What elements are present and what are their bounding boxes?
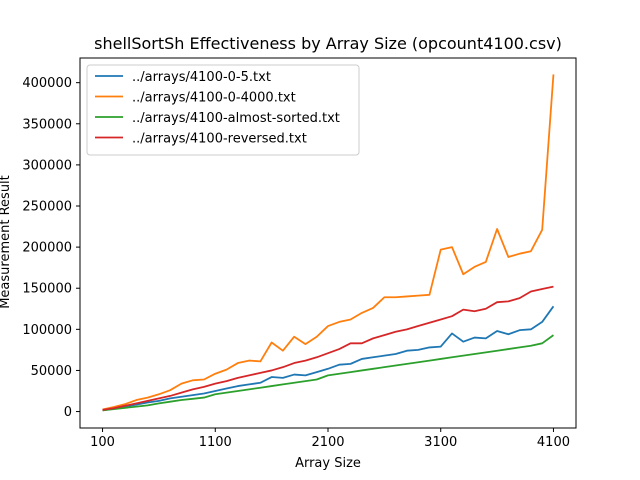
x-tick-label: 1100 (199, 435, 232, 450)
legend-label-3: ../arrays/4100-almost-sorted.txt (132, 111, 340, 126)
y-tick-label: 400000 (22, 76, 72, 91)
y-axis: 0 50000 100000 150000 200000 250000 300000 3500… (22, 76, 80, 420)
x-tick-label: 4100 (537, 435, 570, 450)
y-tick-label: 0 (64, 405, 72, 420)
y-tick-label: 150000 (22, 282, 72, 297)
series-line-1 (102, 305, 555, 412)
y-tick-label: 350000 (22, 117, 72, 132)
x-tick-label: 3100 (424, 435, 457, 450)
legend-label-2: ../arrays/4100-0-4000.txt (132, 91, 296, 106)
legend-label-1: ../arrays/4100-0-5.txt (132, 70, 271, 85)
legend-box (86, 64, 360, 156)
y-tick-label: 200000 (22, 241, 72, 256)
y-tick-label: 250000 (22, 200, 72, 215)
x-axis-label: Array Size (295, 456, 361, 471)
x-tick-label: 2100 (311, 435, 344, 450)
x-tick-label: 100 (90, 435, 115, 450)
series-line-3 (102, 334, 554, 412)
series-line-2 (102, 74, 555, 411)
y-tick-label: 100000 (22, 323, 72, 338)
legend-label-4: ../arrays/4100-reversed.txt (132, 132, 307, 147)
y-tick-label: 300000 (22, 158, 72, 173)
y-tick-label: 50000 (31, 364, 72, 379)
chart-title: shellSortSh Effectiveness by Array Size … (94, 34, 562, 53)
legend: ../arrays/4100-0-5.txt ../arrays/4100-0-4… (86, 64, 360, 156)
x-axis: 100 1100 2100 3100 4100 (90, 428, 570, 450)
y-axis-label: Measurement Result (0, 175, 13, 309)
series-line-4 (102, 285, 554, 411)
